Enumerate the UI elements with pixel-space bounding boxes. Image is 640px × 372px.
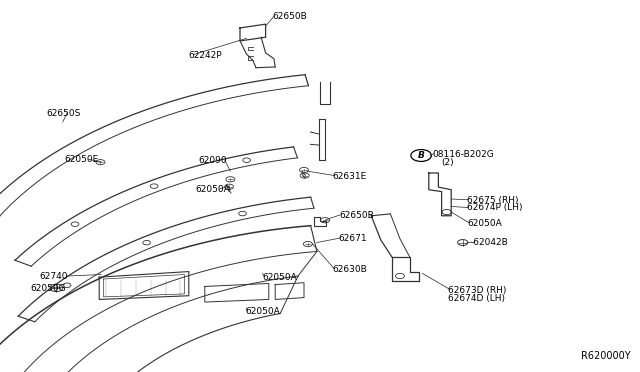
Text: B: B [418,151,424,160]
Text: 62090: 62090 [198,156,227,165]
Text: 62674D (LH): 62674D (LH) [448,294,505,303]
Text: (2): (2) [442,158,454,167]
Text: 62050A: 62050A [245,307,280,316]
Text: 62740: 62740 [40,272,68,281]
Text: 62631E: 62631E [333,172,367,181]
Text: 08116-B202G: 08116-B202G [432,150,493,159]
Text: 62050A: 62050A [467,219,502,228]
Text: 62675 (RH): 62675 (RH) [467,196,518,205]
Text: 62630B: 62630B [333,265,367,274]
Text: 62050G: 62050G [30,284,66,293]
Text: 62050E: 62050E [64,155,99,164]
Text: 62050A: 62050A [195,185,230,194]
Text: 62650B: 62650B [272,12,307,21]
Text: 62650B: 62650B [339,211,374,220]
Text: 62650S: 62650S [46,109,81,118]
Text: R620000Y: R620000Y [580,351,630,361]
Text: 62050A: 62050A [262,273,297,282]
Text: 62673D (RH): 62673D (RH) [448,286,506,295]
Text: 62242P: 62242P [189,51,223,60]
Text: 62674P (LH): 62674P (LH) [467,203,523,212]
Text: 62671: 62671 [338,234,367,243]
Text: -62042B: -62042B [470,238,508,247]
